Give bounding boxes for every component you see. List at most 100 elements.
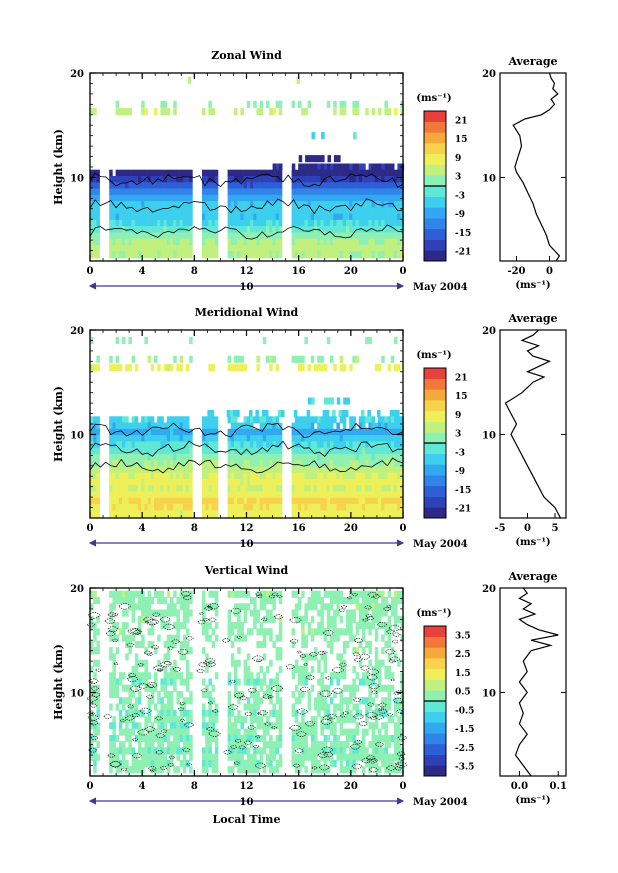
heatmap-cell — [150, 453, 155, 461]
heatmap-cell — [304, 603, 308, 611]
heatmap-cell — [301, 447, 305, 455]
heatmap-cell — [278, 759, 283, 767]
heatmap-cell — [227, 213, 232, 221]
heatmap-cell — [298, 460, 302, 468]
heatmap-cell — [186, 416, 190, 424]
heatmap-cell — [125, 734, 129, 742]
heatmap-cell — [317, 697, 321, 705]
heatmap-cell — [384, 628, 388, 636]
heatmap-cell — [346, 609, 350, 617]
heatmap-cell — [138, 422, 142, 430]
heatmap-cell — [301, 716, 305, 724]
heatmap-cell — [397, 194, 401, 202]
heatmap-cell — [362, 628, 366, 636]
heatmap-cell — [150, 504, 155, 512]
heatmap-cell — [134, 232, 139, 240]
heatmap-cell — [253, 182, 257, 190]
heatmap-cell — [138, 188, 142, 196]
heatmap-cell — [317, 188, 321, 196]
heatmap-cell — [166, 219, 171, 227]
heatmap-cell — [250, 504, 254, 512]
heatmap-cell — [240, 716, 244, 724]
heatmap-cell — [394, 491, 398, 499]
heatmap-cell — [230, 479, 235, 487]
heatmap-cell — [246, 244, 251, 252]
heatmap-cell — [304, 447, 308, 455]
heatmap-cell — [173, 640, 177, 648]
heatmap-cell — [150, 422, 155, 430]
heatmap-cell — [115, 201, 120, 209]
heatmap-cell — [400, 747, 404, 755]
heatmap-cell — [179, 747, 184, 755]
heatmap-cell — [173, 590, 177, 598]
heatmap-cell — [208, 213, 212, 221]
contour-line — [159, 616, 171, 623]
heatmap-cell — [278, 709, 283, 717]
heatmap-cell — [362, 678, 366, 686]
heatmap-cell — [160, 504, 164, 512]
x-tick-label: 8 — [191, 781, 198, 792]
heatmap-cell — [275, 678, 280, 686]
heatmap-cell — [93, 422, 97, 430]
heatmap-cell — [349, 628, 353, 636]
heatmap-cell — [358, 176, 363, 184]
heatmap-cell — [134, 603, 139, 611]
heatmap-cell — [327, 155, 331, 163]
heatmap-cell — [349, 244, 353, 252]
heatmap-cell — [317, 597, 321, 605]
heatmap-cell — [272, 497, 276, 505]
contour-lines — [89, 422, 404, 474]
heatmap-cell — [352, 251, 356, 259]
heatmap-cell — [384, 485, 388, 493]
heatmap-cell — [400, 182, 404, 190]
colorbar: 3.52.51.50.5-0.5-1.5-2.5-3.5(ms⁻¹) — [416, 608, 474, 777]
heatmap-cell — [240, 460, 244, 468]
contour-line — [146, 682, 158, 688]
heatmap-cell — [266, 232, 270, 240]
heatmap-cell — [333, 609, 337, 617]
heatmap-cell — [346, 213, 350, 221]
heatmap-cell — [326, 479, 331, 487]
heatmap-cell — [397, 485, 401, 493]
heatmap-cell — [211, 728, 216, 736]
heatmap-cell — [125, 232, 129, 240]
heatmap-cells — [90, 590, 404, 774]
heatmap-cell — [330, 753, 334, 761]
heatmap-cell — [291, 176, 296, 184]
heatmap-cell — [291, 709, 296, 717]
heatmap-cell — [160, 622, 164, 630]
heatmap-cell — [390, 597, 395, 605]
heatmap-cell — [250, 176, 254, 184]
heatmap-cell — [336, 453, 340, 461]
heatmap-cell — [170, 194, 174, 202]
heatmap-cell — [394, 479, 398, 487]
heatmap-cell — [176, 207, 180, 215]
y-tick-label: 10 — [70, 430, 84, 441]
heatmap-cell — [189, 590, 193, 598]
heatmap-cell — [266, 244, 270, 252]
heatmap-cell — [144, 251, 148, 259]
heatmap-cell — [310, 244, 315, 252]
heatmap-cell — [170, 460, 174, 468]
heatmap-cell — [214, 728, 219, 736]
heatmap-cell — [189, 232, 193, 240]
heatmap-cell — [234, 759, 238, 767]
heatmap-cell — [365, 169, 369, 177]
contour-line — [180, 591, 192, 597]
heatmap-cell — [359, 163, 363, 171]
heatmap-cell — [304, 678, 308, 686]
heatmap-cell — [134, 472, 139, 480]
heatmap-cell — [387, 251, 392, 259]
heatmap-cell — [230, 653, 235, 661]
heatmap-cell — [368, 176, 372, 184]
contour-line — [127, 627, 140, 635]
heatmap-cell — [266, 597, 270, 605]
heatmap-cell — [246, 678, 251, 686]
heatmap-cell — [128, 213, 132, 221]
heatmap-cell — [166, 472, 171, 480]
heatmap-cell — [125, 653, 129, 661]
heatmap-cell — [208, 472, 212, 480]
heatmap-cell — [138, 435, 142, 443]
heatmap-cell — [397, 201, 401, 209]
heatmap-cell — [189, 497, 193, 505]
